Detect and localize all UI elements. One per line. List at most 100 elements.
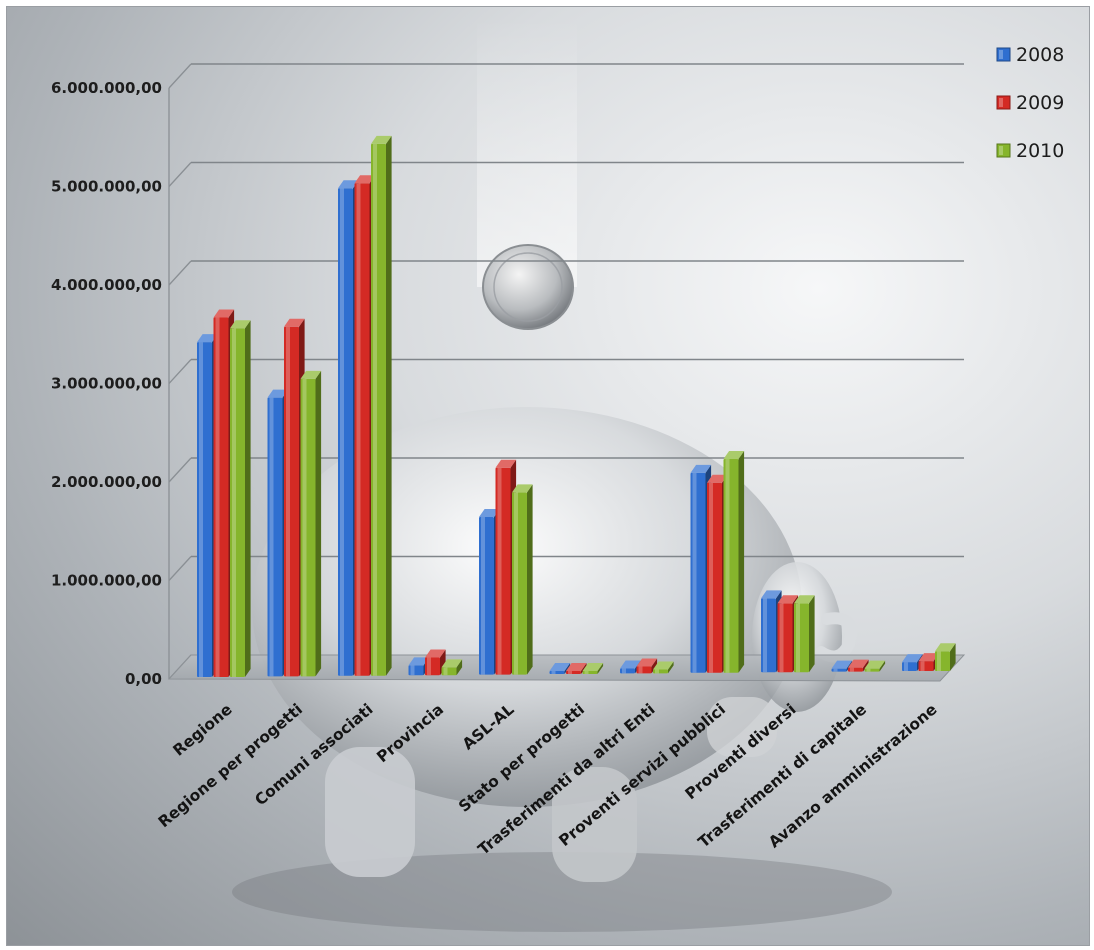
bar-side <box>527 484 533 675</box>
bar-top <box>794 595 815 604</box>
bar-highlight <box>340 188 344 676</box>
bar-top <box>338 180 359 189</box>
bar-side <box>564 663 571 674</box>
bar-highlight <box>215 317 220 677</box>
grid-line-wall <box>168 556 192 581</box>
bar-highlight <box>481 517 485 675</box>
bar-highlight <box>904 662 908 671</box>
bar-top <box>620 660 641 669</box>
bar-highlight <box>920 661 925 671</box>
bar-side <box>386 135 392 676</box>
bar-side <box>315 370 322 677</box>
bar-highlight <box>410 665 415 676</box>
bar-2009-5 <box>566 663 587 674</box>
bar-highlight <box>850 667 854 672</box>
y-tick-label: 1.000.000,00 <box>51 572 162 590</box>
bar-side <box>581 663 587 674</box>
bar-top <box>197 334 218 343</box>
legend-item-2010: 2010 <box>996 140 1064 162</box>
bar-highlight <box>763 598 767 673</box>
legend-swatch-highlight <box>999 50 1003 59</box>
bars <box>197 135 956 677</box>
bar-top <box>284 318 305 327</box>
bar-2009-3 <box>425 649 446 676</box>
bar-highlight <box>833 668 838 672</box>
bar-highlight <box>796 603 800 673</box>
bar-highlight <box>269 397 274 677</box>
bar-side <box>950 643 956 671</box>
bar-2010-1 <box>300 370 322 677</box>
grid-line-wall <box>168 457 192 483</box>
bar-top <box>371 135 392 144</box>
bar-highlight <box>302 378 307 677</box>
bar-highlight <box>443 667 448 676</box>
legend: 2008 2009 2010 <box>996 44 1064 162</box>
y-tick-label: 3.000.000,00 <box>51 375 162 393</box>
y-tick-label: 6.000.000,00 <box>51 79 162 97</box>
legend-label: 2008 <box>1016 44 1064 66</box>
bar-side <box>245 320 251 677</box>
legend-item-2008: 2008 <box>996 44 1064 66</box>
bar-top <box>761 590 782 599</box>
bar-side <box>651 658 658 674</box>
bar-2010-2 <box>371 135 392 676</box>
bar-top <box>354 175 376 184</box>
bar-chart: 0,00 1.000.000,00 2.000.000,00 3.000.000,00… <box>51 17 1064 932</box>
y-tick-label: 4.000.000,00 <box>51 276 162 294</box>
bar-side <box>738 451 745 673</box>
bar-top <box>918 653 940 662</box>
bar-top <box>707 474 728 483</box>
bar-highlight <box>568 671 572 674</box>
legend-swatch <box>996 47 1011 62</box>
bar-top <box>300 370 322 379</box>
legend-swatch <box>996 95 1011 110</box>
bar-top <box>848 659 869 668</box>
bar-highlight <box>937 651 941 671</box>
bar-highlight <box>199 342 203 677</box>
legend-swatch <box>996 143 1011 158</box>
bar-top <box>723 451 745 460</box>
y-tick-label: 2.000.000,00 <box>51 473 162 491</box>
bar-highlight <box>622 668 626 674</box>
bar-2010-9 <box>864 660 886 672</box>
bar-highlight <box>497 467 502 675</box>
grid-line-wall <box>168 359 192 384</box>
bar-top <box>441 659 463 668</box>
bar-top <box>512 484 533 493</box>
bar-top <box>864 660 886 669</box>
bar-side <box>456 659 463 676</box>
legend-label: 2010 <box>1016 140 1064 162</box>
bar-top <box>230 320 251 329</box>
x-tick-label: Regione per progetti <box>155 700 306 831</box>
y-axis: 0,00 1.000.000,00 2.000.000,00 3.000.000,00… <box>51 79 170 688</box>
bar-top <box>690 464 712 473</box>
chart-frame: 0,00 1.000.000,00 2.000.000,00 3.000.000,00… <box>6 6 1090 946</box>
bar-top <box>653 661 674 670</box>
bar-2010-10 <box>935 643 956 671</box>
bar-top <box>408 657 430 666</box>
bar-highlight <box>286 326 290 677</box>
bar-highlight <box>866 668 871 672</box>
bar-2008-3 <box>408 657 430 676</box>
bar-top <box>582 663 604 671</box>
legend-label: 2009 <box>1016 92 1064 114</box>
y-tick-label: 0,00 <box>125 670 162 688</box>
grid-line-wall <box>168 260 192 286</box>
bar-top <box>549 663 571 671</box>
bar-top <box>267 389 289 398</box>
bar-side <box>668 661 674 674</box>
bar-top <box>636 658 658 667</box>
bar-2010-5 <box>582 663 604 674</box>
bar-highlight <box>692 472 697 673</box>
y-tick-label: 5.000.000,00 <box>51 178 162 196</box>
bar-highlight <box>725 459 730 673</box>
bar-2008-5 <box>549 663 571 674</box>
bar-top <box>495 459 517 468</box>
bar-highlight <box>655 669 659 674</box>
bar-side <box>809 595 815 673</box>
bar-highlight <box>709 482 713 673</box>
bar-highlight <box>232 328 236 677</box>
bar-highlight <box>356 183 361 676</box>
bar-highlight <box>373 143 377 676</box>
bar-highlight <box>584 671 589 674</box>
